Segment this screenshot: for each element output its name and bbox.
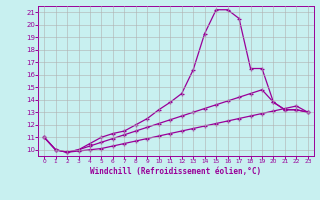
X-axis label: Windchill (Refroidissement éolien,°C): Windchill (Refroidissement éolien,°C) [91,167,261,176]
